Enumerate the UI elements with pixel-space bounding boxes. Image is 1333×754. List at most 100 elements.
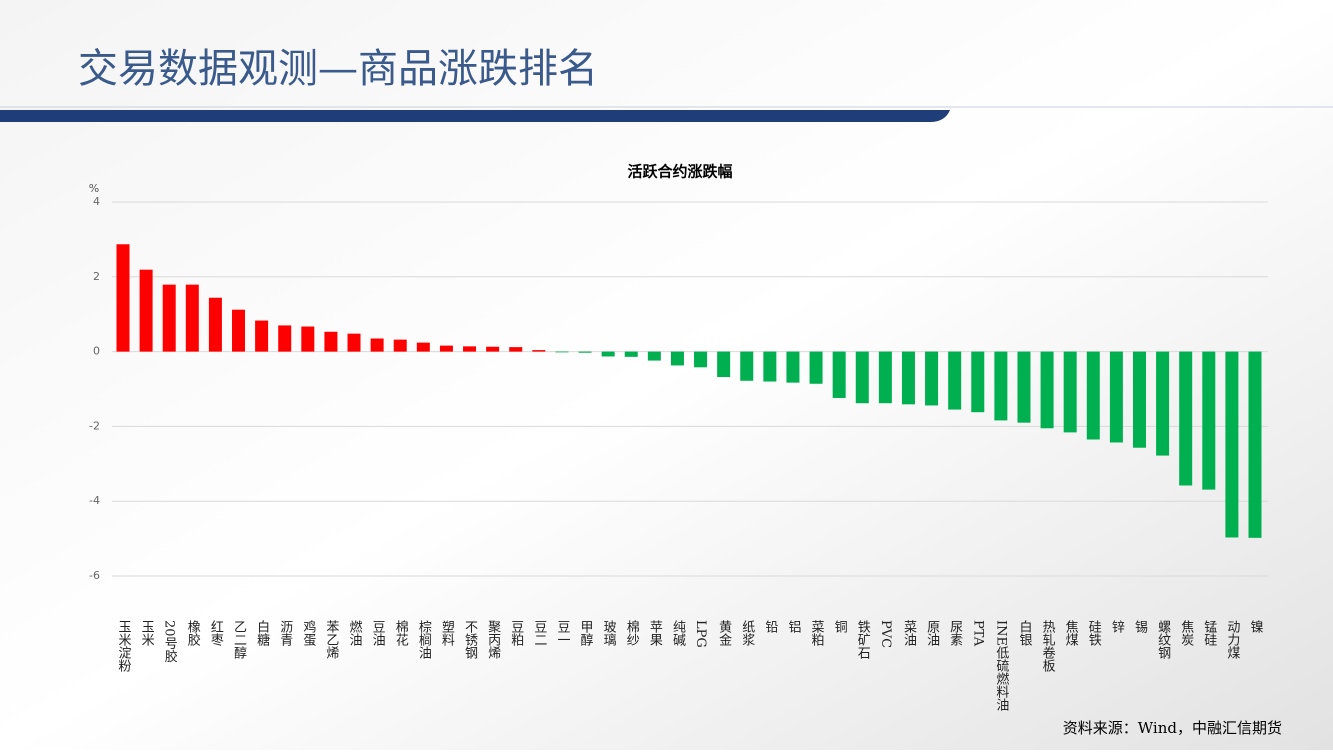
bar (509, 347, 523, 352)
x-tick-label: 棉花 (393, 620, 409, 647)
bar (901, 351, 915, 405)
x-tick-label: 沥青 (277, 620, 293, 646)
bar (555, 351, 569, 353)
x-tick-label: 甲醇 (578, 620, 594, 646)
bar (278, 325, 292, 352)
x-tick-label: 玉米淀粉 (116, 620, 132, 672)
x-tick-label: 燃油 (347, 619, 363, 646)
x-tick-label: 螺纹钢 (1155, 620, 1171, 660)
bar (185, 284, 199, 352)
source-note: 资料来源：Wind，中融汇信期货 (1063, 719, 1282, 737)
bar (139, 269, 153, 352)
x-tick-label: 聚丙烯 (485, 620, 501, 659)
bar (1040, 351, 1054, 429)
header-title: 交易数据观测—商品涨跌排名 (78, 46, 598, 92)
x-tick-label: 铅 (762, 620, 778, 633)
bar (393, 339, 407, 352)
x-tick-label: LPG (693, 620, 708, 648)
x-tick-label: 纯碱 (670, 620, 686, 646)
x-tick-label: 白糖 (254, 619, 270, 647)
x-tick-label: 玉米 (139, 620, 155, 646)
bar (809, 351, 823, 384)
bar (694, 351, 708, 368)
x-tick-label: 豆油 (370, 620, 386, 646)
x-tick-label: 焦煤 (1063, 620, 1079, 646)
bar (301, 326, 315, 352)
bar (1202, 351, 1216, 490)
bar (208, 297, 222, 352)
x-tick-label: 塑料 (439, 620, 455, 646)
x-tick-label: 不锈钢 (462, 620, 478, 660)
bar (1063, 351, 1077, 433)
bar (439, 345, 453, 352)
x-tick-label: 棉纱 (624, 620, 640, 646)
bar (1248, 351, 1262, 538)
bar (578, 351, 592, 353)
x-tick-label: 橡胶 (185, 620, 201, 647)
bar (1156, 351, 1170, 456)
x-tick-label: 铜 (832, 620, 848, 633)
bar (324, 331, 338, 352)
bar (1109, 351, 1123, 443)
y-tick-label: -4 (89, 494, 100, 507)
bar (948, 351, 962, 410)
x-tick-label: 纸浆 (739, 620, 755, 646)
x-tick-label: 红枣 (208, 619, 224, 646)
bar (601, 351, 615, 357)
x-tick-label: 苯乙烯 (323, 620, 339, 659)
y-tick-label: -6 (89, 569, 100, 582)
bar (416, 342, 430, 352)
y-tick-label: 4 (93, 195, 100, 208)
bar (740, 351, 754, 381)
x-tick-label: 尿素 (947, 620, 963, 646)
x-tick-label: PVC (878, 620, 893, 648)
y-tick-label: -2 (89, 419, 100, 432)
bar (347, 333, 361, 352)
x-tick-label: 焦炭 (1178, 620, 1194, 647)
x-tick-label: 锌 (1109, 620, 1125, 633)
bar (878, 351, 892, 404)
x-tick-label: 热轧卷板 (1040, 620, 1056, 673)
bar (1225, 351, 1239, 538)
bar (786, 351, 800, 383)
bar (855, 351, 869, 404)
bar (1179, 351, 1193, 486)
x-tick-label: 棕榈油 (416, 620, 432, 659)
x-tick-label: 乙二醇 (231, 620, 247, 659)
x-tick-label: 菜粕 (809, 620, 825, 646)
x-tick-label: 锡 (1132, 620, 1148, 633)
x-tick-label: 动力煤 (1224, 620, 1240, 659)
x-tick-label: 白银 (1016, 619, 1032, 646)
x-tick-label: 豆二 (531, 620, 547, 646)
bar (116, 244, 130, 352)
bar (486, 346, 500, 352)
x-tick-label: 铝 (785, 620, 801, 633)
bar (370, 338, 384, 352)
x-tick-label: 锰硅 (1201, 620, 1217, 646)
x-tick-label: 镍 (1248, 620, 1264, 633)
x-tick-label: 20号胶 (162, 620, 178, 664)
bar (717, 351, 731, 378)
y-tick-label: 2 (93, 270, 100, 283)
x-tick-label: 菜油 (901, 620, 917, 646)
chart-title: 活跃合约涨跌幅 (627, 163, 732, 181)
bar (832, 351, 846, 398)
bar (463, 346, 477, 352)
y-tick-label: 0 (93, 345, 100, 358)
x-tick-label: 豆一 (554, 620, 570, 646)
bar (624, 351, 638, 357)
bar (925, 351, 939, 406)
x-tick-label: PTA (970, 620, 985, 647)
x-tick-label: 玻璃 (601, 620, 617, 646)
x-tick-label: 鸡蛋 (300, 619, 316, 647)
bar (763, 351, 777, 382)
x-tick-label: INE低硫燃料油 (993, 620, 1009, 711)
x-tick-label: 原油 (924, 620, 940, 646)
x-tick-label: 硅铁 (1086, 620, 1102, 646)
bar (162, 284, 176, 352)
bar (532, 350, 546, 352)
bar (255, 320, 269, 352)
x-tick-label: 铁矿石 (855, 620, 871, 659)
y-unit: % (89, 182, 99, 195)
